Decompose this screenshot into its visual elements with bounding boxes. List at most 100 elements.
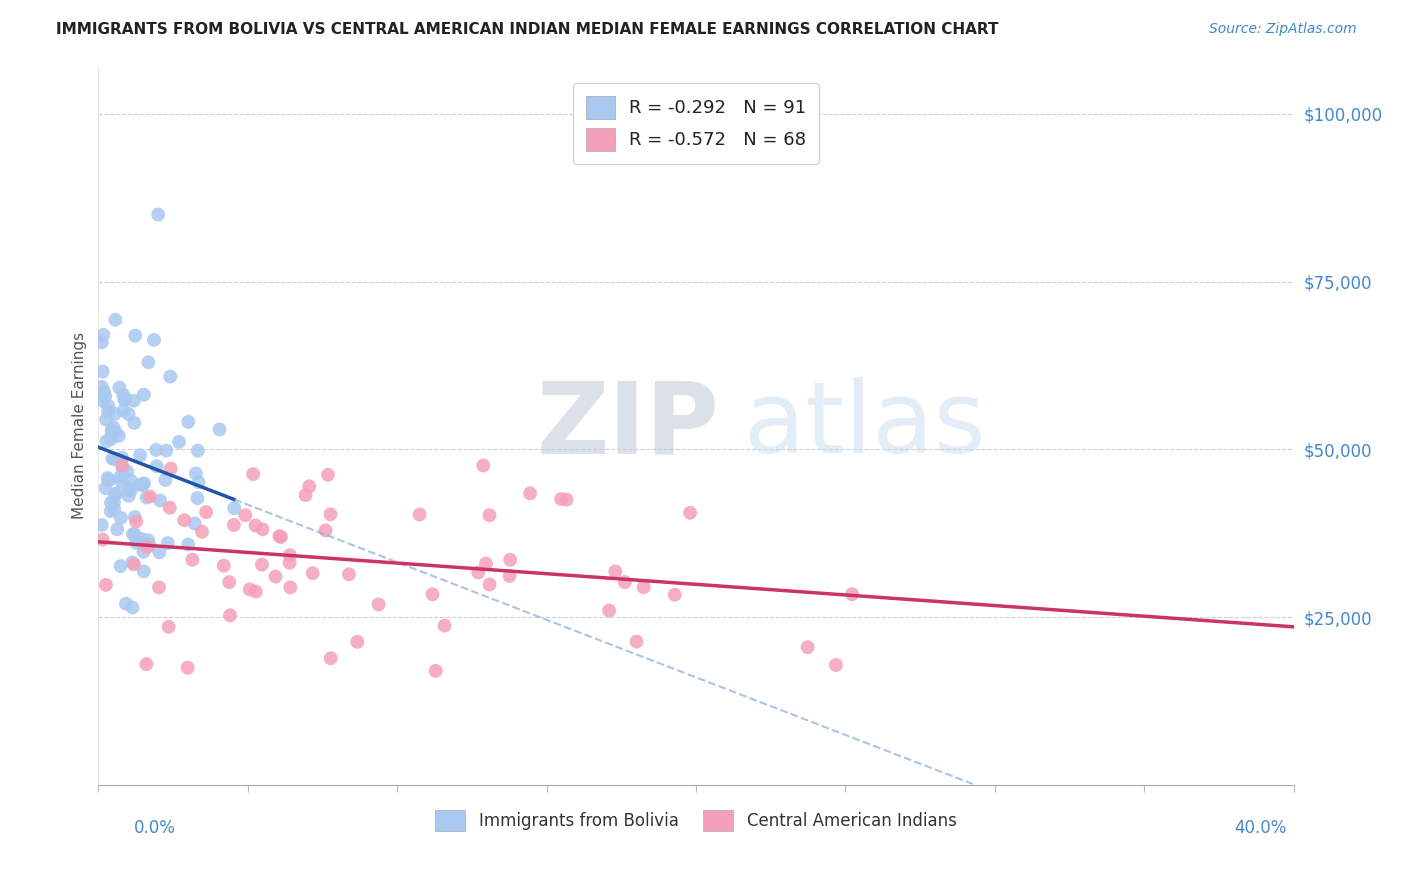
- Y-axis label: Median Female Earnings: Median Female Earnings: [72, 333, 87, 519]
- Point: [104, 407, 127, 421]
- Point: [294, 488, 316, 502]
- Point: [250, 558, 273, 572]
- Point: [224, 501, 246, 516]
- Point: [124, 416, 146, 430]
- Point: [110, 474, 132, 488]
- Point: [94, 389, 117, 403]
- Point: [218, 575, 240, 590]
- Point: [472, 458, 495, 473]
- Point: [124, 510, 146, 524]
- Point: [219, 608, 242, 623]
- Point: [122, 527, 145, 541]
- Point: [91, 365, 114, 379]
- Point: [110, 559, 132, 574]
- Point: [112, 392, 135, 407]
- Point: [114, 392, 136, 406]
- Point: [134, 476, 156, 491]
- Point: [319, 651, 342, 665]
- Point: [107, 485, 129, 500]
- Point: [191, 524, 214, 539]
- Point: [132, 565, 155, 579]
- Point: [120, 474, 142, 488]
- Point: [425, 664, 447, 678]
- Point: [270, 530, 292, 544]
- Point: [117, 465, 139, 479]
- Point: [475, 557, 498, 571]
- Point: [97, 471, 120, 485]
- Point: [129, 448, 152, 462]
- Point: [122, 393, 145, 408]
- Point: [111, 458, 134, 473]
- Text: IMMIGRANTS FROM BOLIVIA VS CENTRAL AMERICAN INDIAN MEDIAN FEMALE EARNINGS CORREL: IMMIGRANTS FROM BOLIVIA VS CENTRAL AMERI…: [56, 22, 998, 37]
- Point: [245, 584, 267, 599]
- Point: [97, 404, 120, 418]
- Point: [181, 552, 204, 566]
- Point: [555, 492, 578, 507]
- Point: [177, 537, 200, 551]
- Text: ZIP: ZIP: [537, 377, 720, 475]
- Point: [145, 459, 167, 474]
- Point: [125, 515, 148, 529]
- Point: [93, 384, 115, 399]
- Point: [433, 618, 456, 632]
- Point: [100, 424, 122, 438]
- Point: [796, 640, 818, 655]
- Point: [139, 490, 162, 504]
- Text: atlas: atlas: [744, 377, 986, 475]
- Point: [242, 467, 264, 481]
- Point: [269, 529, 291, 543]
- Point: [478, 577, 501, 591]
- Point: [155, 443, 177, 458]
- Point: [136, 540, 159, 554]
- Point: [278, 556, 301, 570]
- Point: [301, 566, 323, 581]
- Point: [112, 388, 135, 402]
- Point: [118, 482, 141, 496]
- Point: [550, 491, 572, 506]
- Point: [90, 335, 112, 350]
- Point: [825, 658, 848, 673]
- Point: [264, 569, 287, 583]
- Point: [664, 588, 686, 602]
- Point: [298, 479, 321, 493]
- Point: [233, 508, 256, 523]
- Point: [90, 518, 112, 533]
- Point: [148, 545, 170, 559]
- Point: [208, 422, 231, 436]
- Point: [156, 536, 179, 550]
- Point: [110, 510, 132, 524]
- Point: [239, 582, 262, 597]
- Point: [155, 473, 177, 487]
- Point: [315, 524, 337, 538]
- Point: [132, 545, 155, 559]
- Point: [613, 575, 636, 590]
- Point: [121, 555, 143, 569]
- Point: [120, 483, 142, 498]
- Point: [252, 522, 274, 536]
- Point: [108, 381, 131, 395]
- Point: [337, 567, 360, 582]
- Point: [100, 425, 122, 440]
- Point: [138, 355, 160, 369]
- Point: [148, 208, 170, 222]
- Point: [841, 587, 863, 601]
- Point: [186, 491, 208, 505]
- Point: [195, 505, 218, 519]
- Point: [125, 536, 148, 550]
- Point: [159, 500, 181, 515]
- Point: [167, 435, 190, 450]
- Point: [598, 603, 620, 617]
- Point: [131, 478, 153, 492]
- Point: [519, 486, 541, 500]
- Point: [499, 553, 522, 567]
- Point: [131, 532, 153, 546]
- Point: [122, 558, 145, 572]
- Point: [316, 467, 339, 482]
- Point: [245, 518, 267, 533]
- Point: [177, 415, 200, 429]
- Point: [187, 443, 209, 458]
- Point: [633, 580, 655, 594]
- Point: [157, 620, 180, 634]
- Point: [103, 452, 125, 467]
- Point: [135, 657, 157, 672]
